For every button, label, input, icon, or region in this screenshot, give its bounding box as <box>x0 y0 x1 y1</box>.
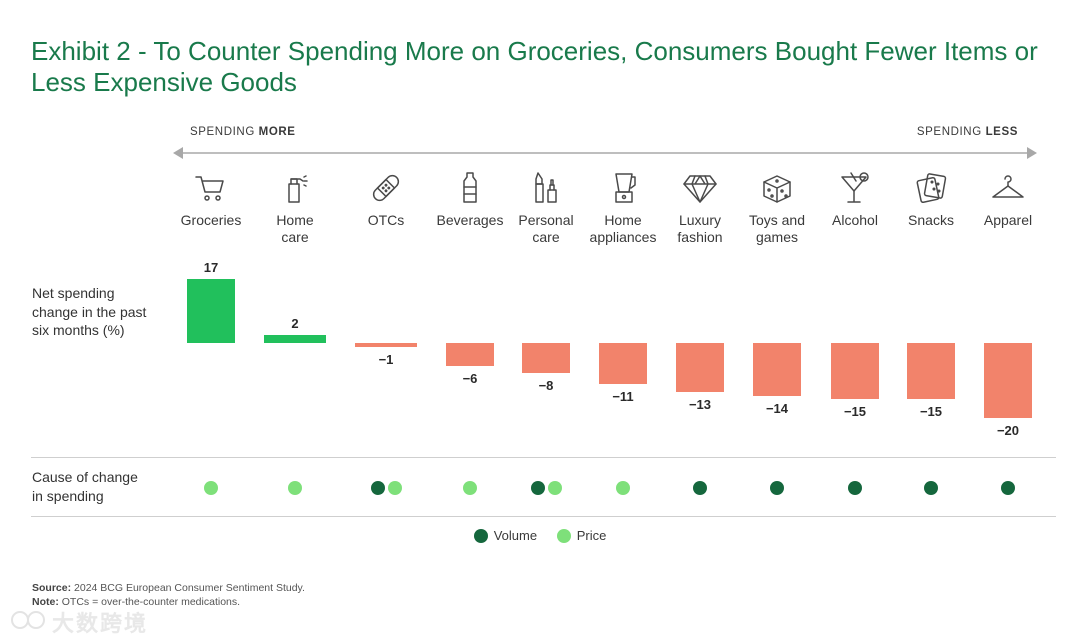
value-label-alcohol: −15 <box>843 404 867 420</box>
price-dot <box>556 528 571 543</box>
bar-luxury-fashion <box>676 343 724 392</box>
cosmetics-icon <box>535 172 557 203</box>
bar-personal-care <box>522 343 570 374</box>
diamond-icon <box>683 175 717 203</box>
cocktail-glass-icon <box>841 172 869 203</box>
dice-icon <box>763 175 791 203</box>
value-label-toys-and-games: −14 <box>765 400 789 416</box>
bar-apparel <box>984 343 1032 419</box>
bar-beverages <box>446 343 494 366</box>
cause-dot-personal-care-volume <box>530 481 545 495</box>
watermark-logo-icon <box>11 611 45 629</box>
shopping-cart-icon <box>195 176 224 201</box>
category-label-toys-and-games: Toys and games <box>748 212 806 245</box>
cause-row-label: Cause of change in spending <box>32 469 138 504</box>
value-label-groceries: 17 <box>203 260 219 275</box>
value-label-home-care: 2 <box>291 316 299 332</box>
bar-toys-and-games <box>753 343 801 396</box>
bar-home-care <box>264 335 326 343</box>
category-label-luxury-fashion: Luxury fashion <box>677 212 723 245</box>
cause-dot-personal-care-price <box>547 481 562 495</box>
legend-price-label: Price <box>576 528 607 543</box>
cause-dot-otcs-volume <box>370 481 385 495</box>
cause-dot-home-appliances-price <box>616 481 630 495</box>
legend: Volume Price <box>0 528 1080 546</box>
cause-dot-home-care-price <box>288 481 302 495</box>
category-label-groceries: Groceries <box>180 212 242 228</box>
spending-less-label: SPENDING LESS <box>916 126 1018 138</box>
category-label-apparel: Apparel <box>983 212 1033 228</box>
category-label-otcs: OTCs <box>367 212 405 228</box>
cause-dot-beverages-price <box>463 481 477 495</box>
note-line: Note: OTCs = over-the-counter medication… <box>32 596 241 608</box>
value-label-luxury-fashion: −13 <box>688 396 712 412</box>
category-label-personal-care: Personal care <box>518 212 574 245</box>
water-bottle-icon <box>463 172 477 203</box>
cracker-icon <box>916 173 947 204</box>
watermark-text: 大数跨境 <box>52 611 149 636</box>
clothes-hanger-icon <box>992 175 1024 198</box>
cause-dot-alcohol-volume <box>848 481 862 495</box>
value-label-apparel: −20 <box>996 423 1020 439</box>
category-label-home-appliances: Home appliances <box>589 212 657 245</box>
value-label-beverages: −6 <box>462 370 478 386</box>
legend-volume: Volume <box>473 528 538 543</box>
value-label-otcs: −1 <box>378 351 394 367</box>
source-line: Source: 2024 BCG European Consumer Senti… <box>32 582 305 594</box>
cause-dot-apparel-volume <box>1001 481 1015 495</box>
bandage-icon <box>372 174 400 202</box>
chart-title: Exhibit 2 - To Counter Spending More on … <box>31 36 1038 97</box>
blender-icon <box>615 173 636 203</box>
cause-dot-snacks-volume <box>924 481 938 495</box>
bar-snacks <box>907 343 955 400</box>
bar-groceries <box>187 279 235 343</box>
value-label-home-appliances: −11 <box>612 389 634 405</box>
legend-price: Price <box>556 528 607 543</box>
spray-bottle-icon <box>288 175 308 203</box>
net-spending-row-label: Net spending change in the past six mont… <box>32 285 147 338</box>
divider-bottom <box>31 516 1056 517</box>
category-label-alcohol: Alcohol <box>832 212 878 228</box>
legend-volume-label: Volume <box>493 528 538 543</box>
volume-dot <box>473 528 488 543</box>
spending-direction-arrow <box>173 147 1037 159</box>
divider-top <box>31 457 1056 458</box>
bar-home-appliances <box>599 343 647 385</box>
cause-dot-otcs-price <box>387 481 402 495</box>
cause-dot-groceries-price <box>204 481 218 495</box>
value-label-snacks: −15 <box>919 404 943 420</box>
cause-dot-luxury-fashion-volume <box>693 481 707 495</box>
category-label-home-care: Home care <box>276 212 314 245</box>
cause-dot-toys-and-games-volume <box>770 481 784 495</box>
bar-alcohol <box>831 343 879 400</box>
source-note: Source: 2024 BCG European Consumer Senti… <box>32 581 305 609</box>
category-label-beverages: Beverages <box>436 212 504 228</box>
bar-otcs <box>355 343 417 347</box>
spending-more-label: SPENDING MORE <box>190 126 296 138</box>
value-label-personal-care: −8 <box>538 378 554 394</box>
category-label-snacks: Snacks <box>908 212 954 228</box>
